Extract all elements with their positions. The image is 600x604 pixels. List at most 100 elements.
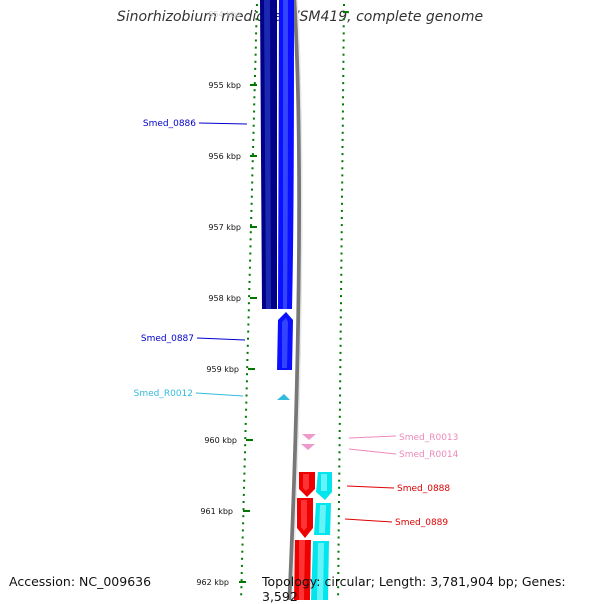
gene-smed-0888[interactable]	[299, 472, 315, 497]
label-smed-0887[interactable]: Smed_0887	[141, 334, 194, 344]
gene-smed-0887[interactable]	[277, 312, 293, 370]
ruler-label-958: 958 kbp	[208, 294, 241, 303]
tick-dot	[341, 138, 344, 141]
tick-dot	[341, 188, 344, 191]
tick-dot	[243, 486, 245, 489]
tick-dot	[253, 110, 256, 113]
tick-dot	[341, 110, 344, 113]
tick-dot	[253, 89, 256, 92]
tick-dot	[250, 209, 253, 212]
tick-dot	[337, 522, 340, 525]
tick-dot	[343, 4, 345, 6]
tick-dot	[254, 67, 257, 70]
gene-smed-r0012[interactable]	[277, 394, 290, 400]
tick-dot	[255, 11, 258, 14]
tick-dot	[342, 89, 345, 92]
tick-dot	[255, 18, 258, 21]
tick-dot	[339, 387, 342, 390]
label-smed-0888[interactable]: Smed_0888	[397, 484, 450, 494]
tick-dot	[340, 295, 342, 298]
tick-dot	[339, 401, 341, 404]
tick-dot	[340, 302, 342, 305]
label-smed-r0012[interactable]: Smed_R0012	[134, 389, 193, 399]
tick-dot	[253, 96, 256, 99]
tick-dot	[340, 252, 343, 255]
tick-dot	[339, 323, 342, 326]
tick-dot	[337, 536, 340, 539]
gene-smed-0886[interactable]	[278, 0, 294, 309]
tick-dot	[338, 465, 341, 468]
gene-red-continuing[interactable]	[294, 540, 311, 600]
tick-dot	[251, 160, 254, 163]
gene-labels: Smed_0886 Smed_0887 Smed_R0012 Smed_R001…	[134, 119, 459, 528]
tick-dot	[341, 181, 344, 184]
tick-dot	[252, 117, 255, 120]
tick-dot	[247, 316, 250, 319]
tick-dot	[254, 60, 257, 63]
tick-dot	[252, 131, 255, 134]
tick-dot	[249, 231, 252, 234]
gene-cyan-track[interactable]	[311, 472, 332, 600]
tick-dot	[339, 344, 342, 347]
tick-dot	[243, 479, 246, 482]
tick-dot	[341, 160, 344, 163]
tick-dot	[241, 529, 244, 532]
tick-dot	[340, 259, 343, 262]
gene-smed-r0014[interactable]	[301, 444, 315, 450]
tick-dot	[342, 46, 345, 49]
tick-dot	[242, 515, 245, 518]
label-smed-r0013[interactable]: Smed_R0013	[399, 433, 458, 443]
gene-reverse-large[interactable]	[260, 0, 277, 309]
tick-dot	[249, 238, 252, 241]
tick-dot	[337, 515, 340, 518]
tick-dot	[242, 508, 245, 511]
label-smed-r0014[interactable]: Smed_R0014	[399, 450, 459, 460]
tick-dot	[338, 422, 341, 425]
tick-dot	[341, 117, 344, 120]
tick-dot	[249, 252, 252, 255]
tick-dot	[244, 430, 247, 432]
ruler-label-959: 959 kbp	[206, 365, 239, 374]
tick-dot	[250, 217, 253, 219]
tick-dot	[342, 103, 344, 106]
sequence-backbone-highlight	[291, 0, 303, 600]
tick-dot	[342, 96, 344, 99]
tick-dot	[251, 188, 253, 191]
tick-dot	[341, 131, 344, 134]
tick-dot	[240, 564, 243, 567]
ruler-label-955: 955 kbp	[208, 81, 241, 90]
tick-dot	[246, 366, 249, 369]
tick-dot	[248, 288, 251, 290]
tick-dot	[243, 465, 246, 468]
tick-dot	[341, 174, 344, 177]
tick-dot	[254, 53, 257, 56]
tick-dot	[340, 280, 343, 283]
label-smed-0889[interactable]: Smed_0889	[395, 518, 448, 528]
tick-dot	[241, 550, 244, 553]
tick-dot	[247, 309, 250, 312]
tick-dot	[339, 351, 342, 354]
tick-dot	[339, 394, 342, 397]
tick-dot	[342, 82, 345, 85]
gene-smed-0889[interactable]	[297, 498, 313, 538]
tick-dot	[240, 586, 243, 589]
tick-dot	[341, 146, 344, 148]
ruler-label-956: 956 kbp	[208, 152, 241, 161]
tick-dot	[248, 266, 251, 269]
gene-smed-r0013[interactable]	[302, 434, 316, 440]
tick-dot	[342, 67, 345, 70]
tick-dot	[340, 231, 343, 234]
tick-dot	[254, 46, 257, 49]
tick-dot	[342, 39, 345, 42]
tick-dot	[341, 167, 344, 170]
label-smed-0886[interactable]: Smed_0886	[143, 119, 196, 129]
tick-dot	[242, 501, 245, 503]
tick-dot	[338, 408, 341, 411]
tick-dot	[255, 4, 258, 6]
tick-dot	[340, 217, 343, 219]
tick-dot	[244, 415, 247, 418]
tick-dot	[246, 373, 248, 376]
tick-dot	[340, 288, 343, 290]
tick-dot	[247, 302, 250, 305]
